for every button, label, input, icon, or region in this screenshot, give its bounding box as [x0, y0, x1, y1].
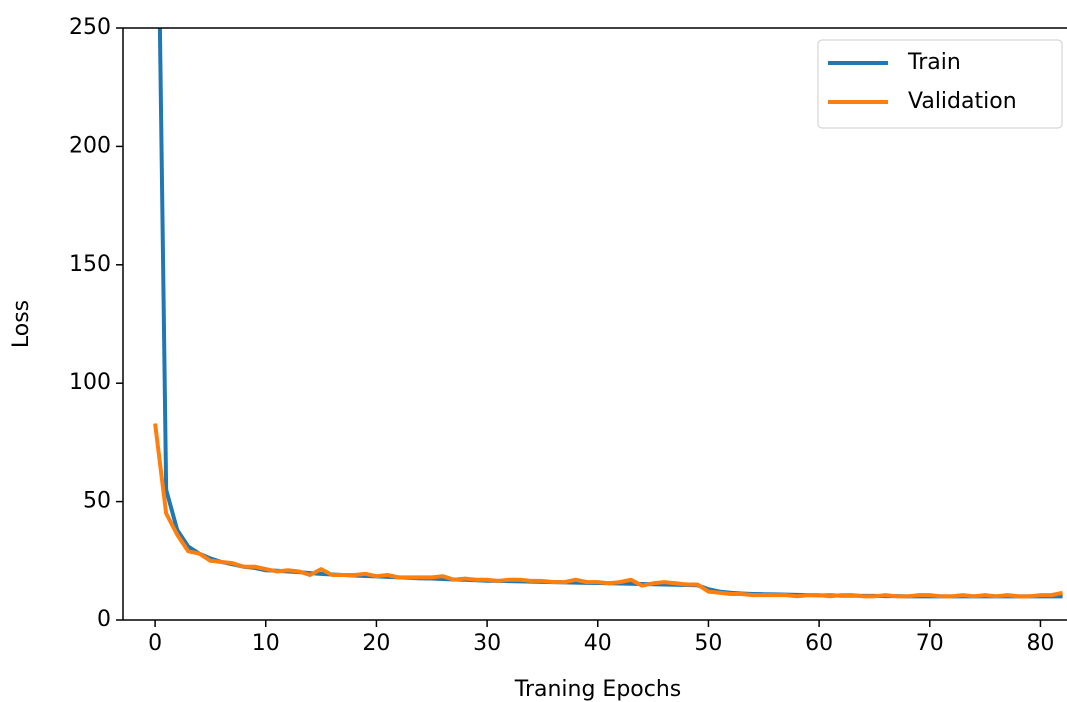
x-tick-label: 80: [1026, 631, 1054, 656]
x-tick-label: 0: [148, 631, 162, 656]
y-tick-label: 0: [97, 607, 111, 632]
y-tick-label: 50: [83, 489, 111, 514]
y-tick-label: 250: [69, 15, 111, 40]
legend-label: Validation: [908, 89, 1017, 114]
x-tick-label: 40: [584, 631, 612, 656]
x-tick-label: 10: [252, 631, 280, 656]
x-tick-label: 60: [805, 631, 833, 656]
y-tick-label: 100: [69, 370, 111, 395]
legend-label: Train: [907, 50, 961, 75]
x-tick-label: 50: [694, 631, 722, 656]
x-tick-label: 70: [916, 631, 944, 656]
x-tick-label: 20: [362, 631, 390, 656]
series-line: [153, 423, 1063, 599]
x-axis-label: Traning Epochs: [514, 677, 682, 702]
y-axis-label: Loss: [9, 300, 34, 348]
y-tick-label: 150: [69, 252, 111, 277]
x-tick-label: 30: [473, 631, 501, 656]
y-tick-label: 200: [69, 133, 111, 158]
